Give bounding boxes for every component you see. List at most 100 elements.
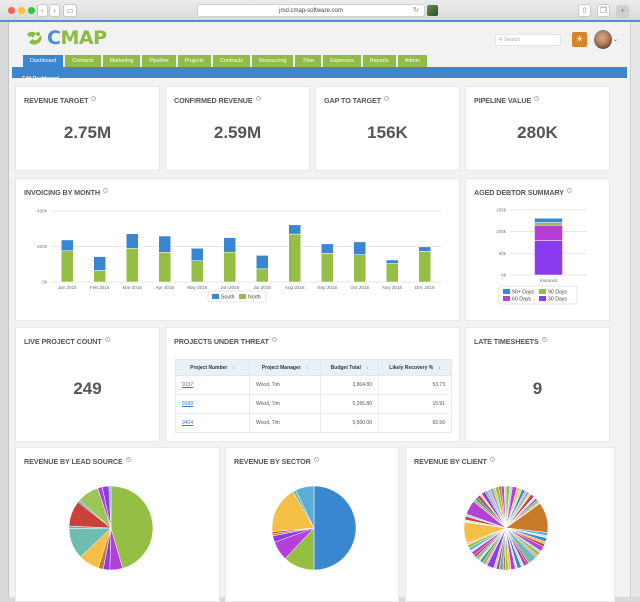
column-label: Project Number <box>190 364 228 371</box>
help-icon[interactable]: ? <box>534 96 540 101</box>
x-tick-label: Aug 2016 <box>285 285 305 290</box>
bar-segment-south <box>321 243 334 254</box>
project-link[interactable]: 9137 <box>182 382 194 388</box>
bar-segment-north <box>223 251 236 283</box>
help-icon[interactable]: ? <box>489 457 495 462</box>
project-link[interactable]: 9404 <box>182 420 194 426</box>
user-avatar[interactable] <box>594 30 612 49</box>
card-title-text: CONFIRMED REVENUE <box>174 96 253 105</box>
card-title: CONFIRMED REVENUE? <box>174 96 261 105</box>
tab-contracts[interactable]: Contracts <box>213 55 251 67</box>
x-tick-label: Feb 2016 <box>90 285 110 290</box>
search-placeholder: Search <box>504 37 520 43</box>
tab-admin[interactable]: Admin <box>397 55 427 67</box>
legend-label: North <box>248 295 261 301</box>
chevron-down-icon[interactable]: ⌄ <box>613 37 619 43</box>
share-button[interactable]: ⇧ <box>578 4 591 17</box>
search-input[interactable]: ⚲ Search <box>495 34 561 46</box>
bar-segment-north <box>321 253 334 283</box>
client-pie <box>463 485 549 571</box>
help-icon[interactable]: ? <box>102 188 108 193</box>
tab-pipeline[interactable]: Pipeline <box>142 55 176 67</box>
legend-swatch <box>503 296 510 301</box>
x-tick-label: Sep 2016 <box>317 285 337 290</box>
projects-under-threat-card: PROJECTS UNDER THREAT? Project Number ↕ P… <box>165 327 460 442</box>
tab-reports[interactable]: Reports <box>362 55 396 67</box>
project-manager-cell: Wood, Tim <box>249 413 321 433</box>
bar-segment-north <box>353 254 366 283</box>
forward-button[interactable]: › <box>49 4 60 17</box>
column-header-project-manager[interactable]: Project Manager ↕ <box>249 359 321 376</box>
card-title: INVOICING BY MONTH? <box>24 188 108 197</box>
tab-dashboard[interactable]: Dashboard <box>23 55 64 67</box>
tab-resourcing[interactable]: Resourcing <box>252 55 294 67</box>
logo-mark-icon <box>27 31 42 45</box>
x-tick-label: Dec 2016 <box>415 285 435 290</box>
tab-contacts[interactable]: Contacts <box>65 55 101 67</box>
revenue-by-sector-card: REVENUE BY SECTOR? <box>225 447 399 602</box>
table-row: 9137 Wood, Tim 3,804.80 53.73 <box>175 375 452 395</box>
x-tick-label: Invoiced <box>540 278 558 283</box>
tab-time[interactable]: Time <box>295 55 322 67</box>
sort-icon[interactable]: ↕ <box>305 364 309 371</box>
new-tab-button[interactable]: + <box>616 5 629 18</box>
kpi-card-pipeline-value: PIPELINE VALUE? 280K <box>465 86 610 171</box>
chevron-right-icon: › <box>53 6 56 15</box>
bar-segment-south <box>223 237 236 253</box>
project-link[interactable]: 9188 <box>182 401 194 407</box>
sidebar-toggle-button[interactable]: ▭ <box>63 4 77 17</box>
help-icon[interactable]: ? <box>125 457 131 462</box>
legend-label: 90 Days <box>548 290 567 296</box>
bar-segment-south <box>126 233 139 249</box>
column-header-budget-total[interactable]: Budget Total ↕ <box>320 359 379 376</box>
cmap-logo[interactable]: CMAP <box>25 27 107 49</box>
close-window-button[interactable] <box>8 7 15 14</box>
tab-projects[interactable]: Projects <box>177 55 211 67</box>
reload-icon[interactable]: ↻ <box>413 7 419 14</box>
bar-segment-south <box>158 235 171 253</box>
card-title: LATE TIMESHEETS? <box>474 337 547 346</box>
column-header-project-number[interactable]: Project Number ↕ <box>175 359 250 376</box>
edit-dashboard-link[interactable]: Edit Dashboard <box>22 76 59 82</box>
budget-total-cell: 3,804.80 <box>320 375 379 395</box>
y-tick-label: 200k <box>37 244 48 249</box>
page-scrollbar[interactable] <box>630 22 640 597</box>
help-icon[interactable]: ? <box>541 337 547 342</box>
tab-marketing[interactable]: Marketing <box>102 55 141 67</box>
help-icon[interactable]: ? <box>271 337 277 342</box>
help-icon[interactable]: ? <box>566 188 572 193</box>
help-icon[interactable]: ? <box>255 96 261 101</box>
url-text: jmd.cmap-software.com <box>279 8 343 14</box>
kpi-card-revenue-target: REVENUE TARGET? 2.75M <box>15 86 160 171</box>
invoicing-by-month-card: INVOICING BY MONTH? 0k 200k 400k Jan 2016 Fe… <box>15 178 460 321</box>
card-title: PROJECTS UNDER THREAT? <box>174 337 277 346</box>
card-title-text: LATE TIMESHEETS <box>474 337 539 346</box>
bar-segment-north <box>288 233 301 283</box>
legend-swatch <box>539 289 546 294</box>
minimize-window-button[interactable] <box>18 7 25 14</box>
address-bar[interactable]: jmd.cmap-software.com ↻ <box>197 4 425 17</box>
help-icon[interactable]: ? <box>313 457 319 462</box>
tab-expenses[interactable]: Expenses <box>323 55 361 67</box>
sort-icon[interactable]: ↕ <box>365 364 369 371</box>
card-title: PIPELINE VALUE? <box>474 96 540 105</box>
legend-swatch <box>212 294 219 299</box>
sort-icon[interactable]: ↕ <box>438 364 441 371</box>
bar-segment-north <box>386 263 399 283</box>
card-title: REVENUE BY LEAD SOURCE? <box>24 457 131 466</box>
sort-icon[interactable]: ↕ <box>232 364 235 371</box>
chevron-left-icon: ‹ <box>41 6 44 15</box>
revenue-by-lead-source-card: REVENUE BY LEAD SOURCE? <box>15 447 220 602</box>
help-icon[interactable]: ? <box>91 96 97 101</box>
zoom-window-button[interactable] <box>28 7 35 14</box>
x-tick-label: Apr 2016 <box>155 285 174 290</box>
pie-slice <box>313 485 357 571</box>
kpi-card-gap-to-target: GAP TO TARGET? 156K <box>315 86 460 171</box>
tabs-overview-button[interactable]: ❐ <box>597 4 610 17</box>
back-button[interactable]: ‹ <box>37 4 48 17</box>
help-icon[interactable]: ? <box>384 96 390 101</box>
help-icon[interactable]: ? <box>104 337 110 342</box>
lightbulb-button[interactable]: ☀ <box>572 32 587 47</box>
column-header-likely-recovery[interactable]: Likely Recovery % ↕ <box>378 359 452 376</box>
sub-nav-bar: Edit Dashboard <box>12 67 627 82</box>
